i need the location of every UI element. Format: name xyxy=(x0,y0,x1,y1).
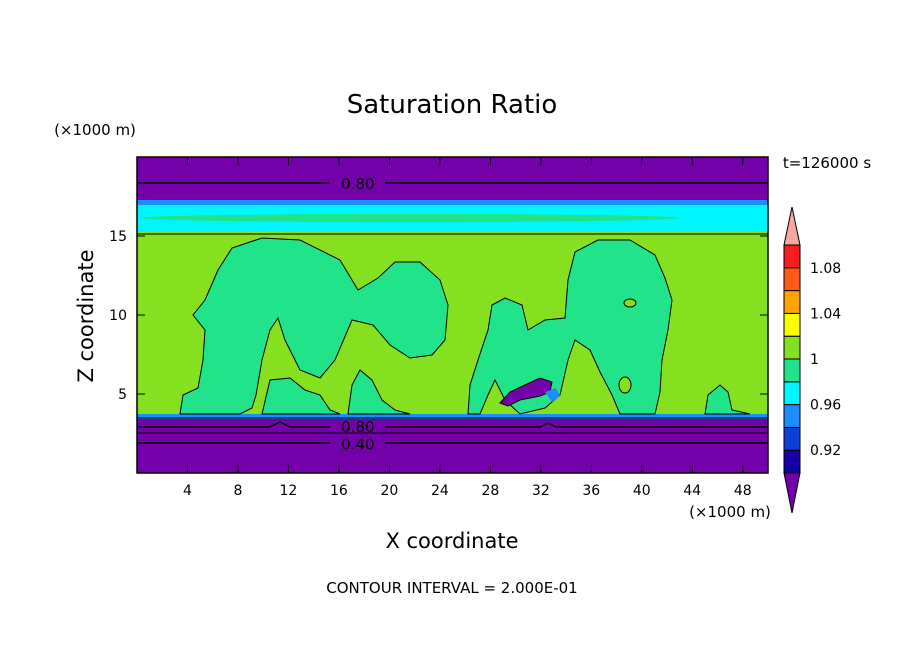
fill-cloud-left xyxy=(179,237,449,415)
colorbar-lower-arrow xyxy=(783,472,801,514)
colorbar-box xyxy=(783,426,801,451)
fill-lower-edge xyxy=(137,414,768,419)
colorbar-upper-arrow xyxy=(783,206,801,246)
x-axis-label: X coordinate xyxy=(385,529,518,553)
fill-green-island xyxy=(618,376,632,394)
x-tick-label: 12 xyxy=(280,483,298,499)
colorbar-box xyxy=(783,381,801,406)
colorbar-box xyxy=(783,244,801,269)
colorbar-tick-label: 0.96 xyxy=(810,398,841,414)
colorbar-tick-label: 1.04 xyxy=(810,306,841,322)
colorbar-tick-label: 0.92 xyxy=(810,443,841,459)
x-tick-label: 24 xyxy=(431,483,449,499)
fill-upper-blue xyxy=(137,200,768,206)
fill-cloud-mid xyxy=(347,369,411,415)
colorbar-box xyxy=(783,449,801,474)
colorbar-box xyxy=(783,290,801,314)
y-tick-label: 5 xyxy=(118,387,127,403)
colorbar-box xyxy=(783,335,801,360)
fill-blue-patch xyxy=(545,388,560,402)
x-tick-label: 8 xyxy=(233,483,242,499)
colorbar-box xyxy=(783,267,801,292)
contour-label: 0.80 xyxy=(341,175,374,193)
contour-interval-note: CONTOUR INTERVAL = 2.000E-01 xyxy=(326,579,577,597)
fill-dry-patch xyxy=(499,377,553,407)
contour-labels: 0.800.800.40 xyxy=(341,175,374,454)
time-label: t=126000 s xyxy=(783,154,871,172)
x-tick-label: 32 xyxy=(532,483,550,499)
contour-field xyxy=(137,157,768,473)
x-tick-label: 28 xyxy=(481,483,499,499)
colorbar-box xyxy=(783,312,801,337)
fill-upper-cyan-core xyxy=(140,214,680,222)
x-tick-label: 48 xyxy=(734,483,752,499)
x-axis: 4 8 12 16 20 24 28 32 36 40 44 48 xyxy=(183,157,752,499)
colorbar-box xyxy=(783,404,801,428)
colorbar-tick-label: 1.08 xyxy=(810,261,841,277)
fill-cloud-right xyxy=(467,239,673,415)
chart-title: Saturation Ratio xyxy=(347,90,558,120)
fill-cloud-left-base xyxy=(261,377,341,415)
x-tick-label: 40 xyxy=(633,483,651,499)
fill-upper-dry xyxy=(137,157,768,202)
x-tick-label: 16 xyxy=(330,483,348,499)
y-tick-label: 15 xyxy=(109,229,127,245)
contour-label: 0.40 xyxy=(341,436,374,454)
colorbar-tick-label: 1 xyxy=(810,352,819,368)
contour-label: 0.80 xyxy=(341,418,374,436)
contour-line-lower-080 xyxy=(137,421,768,428)
y-axis-label: Z coordinate xyxy=(74,249,98,382)
y-tick-label: 10 xyxy=(109,308,127,324)
x-tick-label: 20 xyxy=(380,483,398,499)
x-tick-label: 36 xyxy=(582,483,600,499)
x-tick-label: 4 xyxy=(183,483,192,499)
colorbar-box xyxy=(783,358,801,383)
y-axis: 5 10 15 xyxy=(109,229,768,403)
y-unit-label: (×1000 m) xyxy=(54,121,136,139)
fill-green-island xyxy=(623,298,637,308)
colorbar: 0.92 0.96 1 1.04 1.08 xyxy=(783,206,841,514)
fill-cloud-far-right xyxy=(704,384,751,415)
x-unit-label: (×1000 m) xyxy=(689,503,771,521)
x-tick-label: 44 xyxy=(683,483,701,499)
